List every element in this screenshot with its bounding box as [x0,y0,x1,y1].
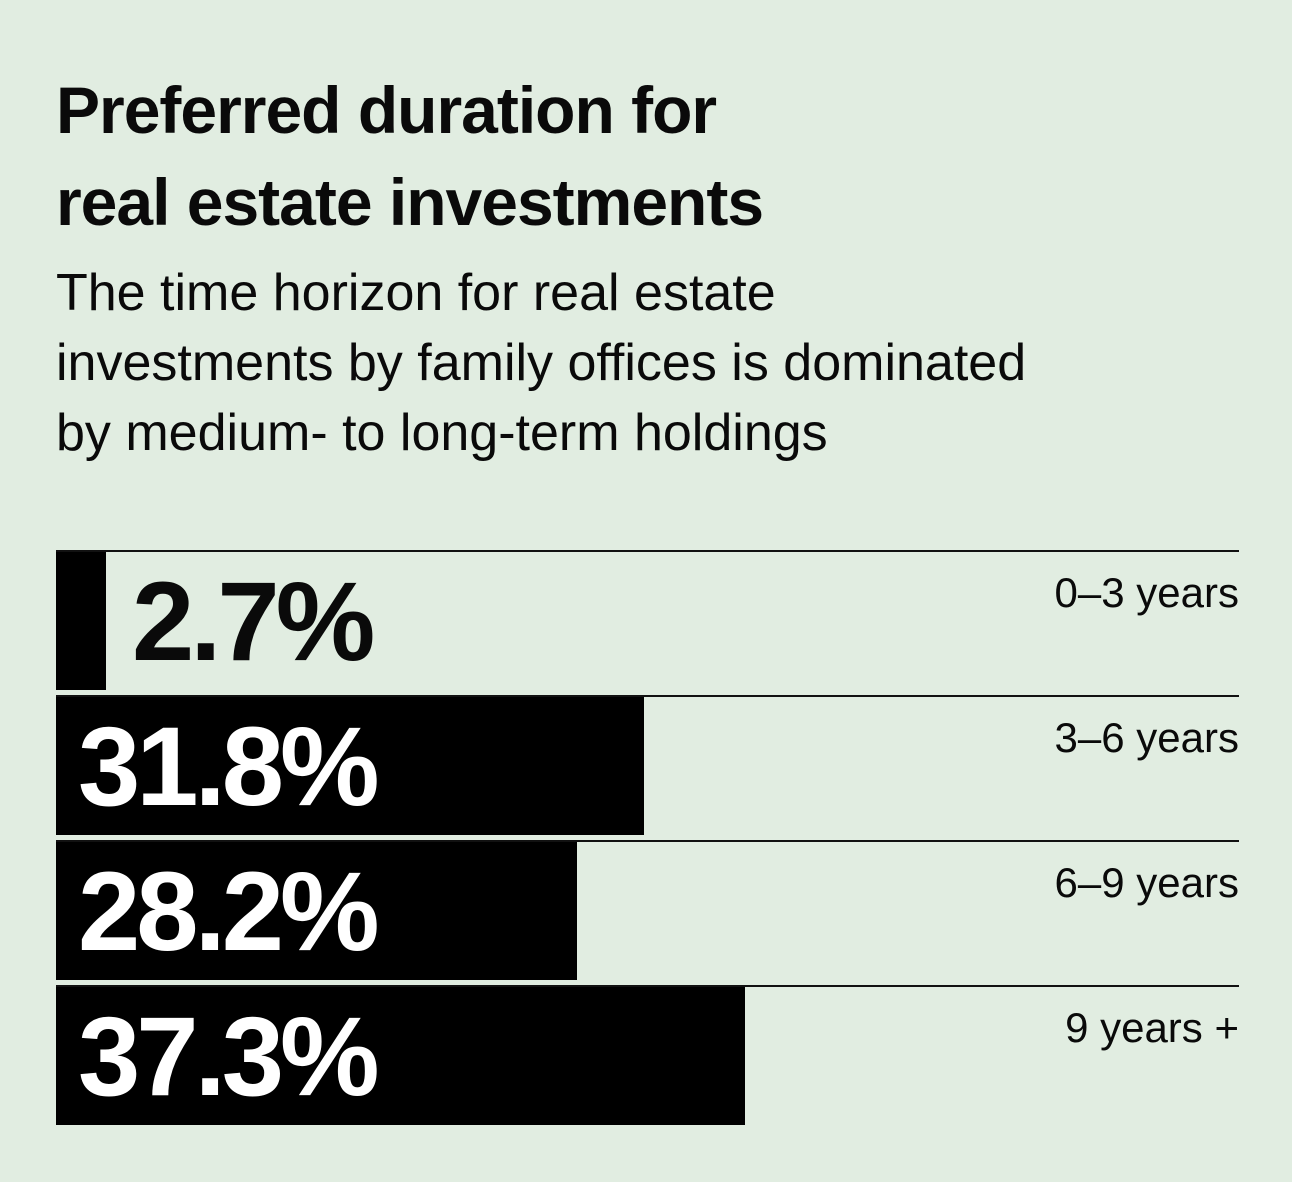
bar-chart: 2.7% 0–3 years 31.8% 3–6 years 28.2% 6–9 year… [56,550,1239,1130]
subtitle-line-1: The time horizon for real estate [56,264,776,322]
title-line-1: Preferred duration for [56,73,717,147]
subtitle-line-3: by medium- to long-term holdings [56,404,828,462]
value-label: 31.8% [78,704,380,829]
bar [56,552,106,690]
category-label: 3–6 years [1054,714,1239,761]
subtitle-line-2: investments by family offices is dominat… [56,334,1027,392]
bar [56,697,644,835]
row-divider [56,695,1239,697]
bar-row: 28.2% 6–9 years [56,840,1239,985]
bar [56,987,745,1125]
chart-title: Preferred duration for real estate invest… [56,64,1236,248]
category-label: 0–3 years [1054,569,1239,616]
category-label: 9 years + [1065,1004,1239,1051]
bar-row: 31.8% 3–6 years [56,695,1239,840]
row-divider [56,840,1239,842]
category-label: 6–9 years [1054,859,1239,906]
bar-row: 37.3% 9 years + [56,985,1239,1130]
value-label: 2.7% [132,559,375,684]
chart-subtitle: The time horizon for real estate investme… [56,258,1236,468]
value-label: 28.2% [78,849,380,974]
bar [56,842,577,980]
value-label: 37.3% [78,994,380,1119]
row-divider [56,550,1239,552]
row-divider [56,985,1239,987]
title-line-2: real estate investments [56,165,764,239]
bar-row: 2.7% 0–3 years [56,550,1239,695]
